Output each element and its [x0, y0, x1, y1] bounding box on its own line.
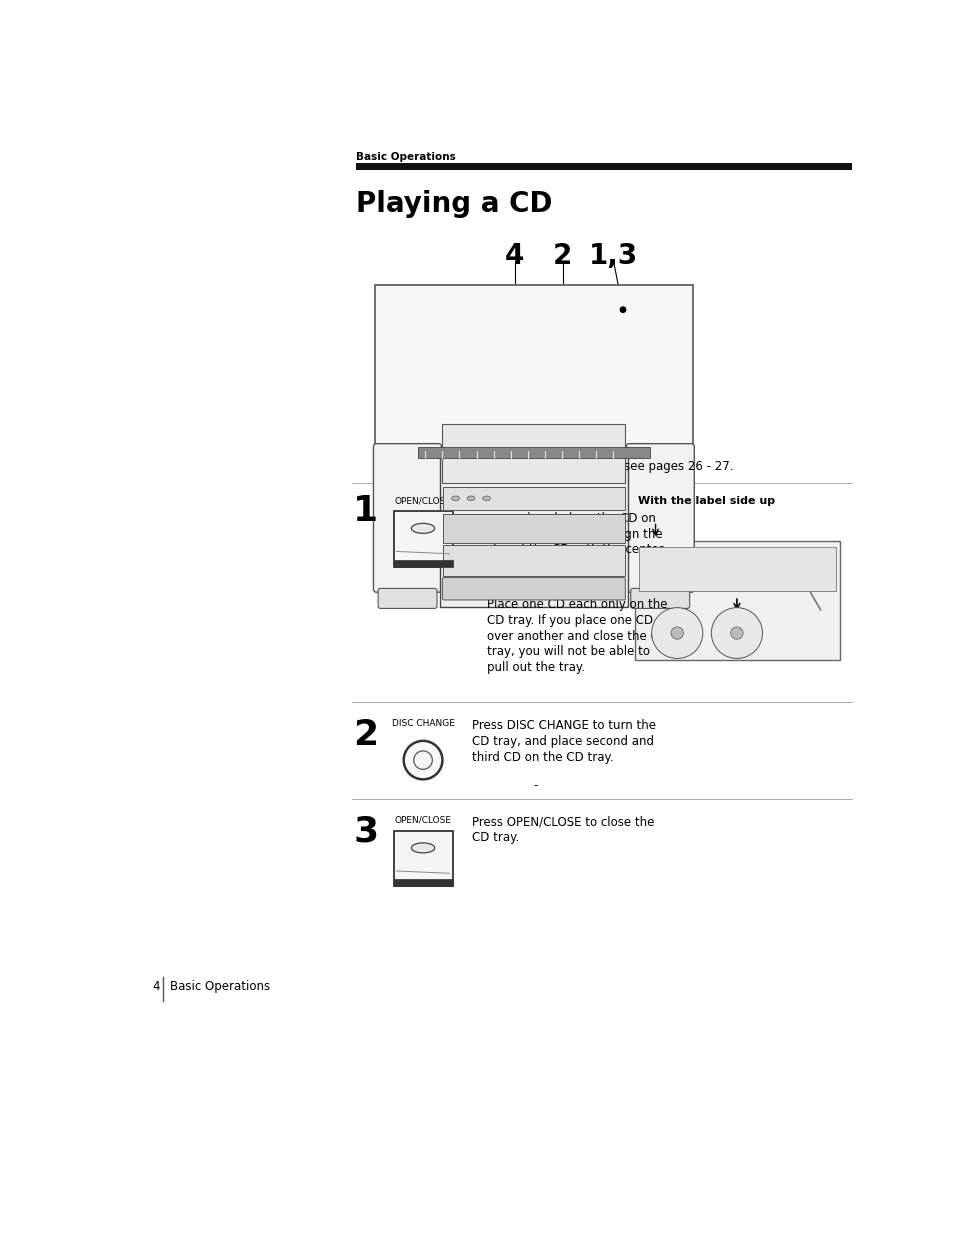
Text: 2: 2: [553, 242, 572, 270]
FancyBboxPatch shape: [443, 487, 624, 510]
Text: of the CD tray.: of the CD tray.: [472, 559, 557, 572]
Bar: [417, 448, 649, 459]
Ellipse shape: [482, 496, 490, 501]
FancyBboxPatch shape: [625, 444, 694, 592]
Text: third CD on the CD tray.: third CD on the CD tray.: [472, 751, 613, 764]
Circle shape: [730, 626, 742, 639]
Ellipse shape: [452, 496, 459, 501]
Text: power-on) and place the CD on: power-on) and place the CD on: [472, 512, 655, 525]
Text: 4: 4: [152, 979, 159, 993]
Text: Basic Operations: Basic Operations: [170, 979, 270, 993]
FancyBboxPatch shape: [443, 545, 624, 576]
Circle shape: [619, 307, 625, 312]
FancyBboxPatch shape: [373, 444, 441, 592]
Text: 3: 3: [353, 814, 378, 848]
Ellipse shape: [467, 496, 475, 501]
Bar: [439, 448, 627, 607]
Text: 2: 2: [353, 718, 378, 752]
Text: OPEN/CLOSE: OPEN/CLOSE: [395, 815, 451, 825]
Text: 4: 4: [504, 242, 523, 270]
FancyBboxPatch shape: [630, 588, 689, 608]
Text: CD tray. If you place one CD: CD tray. If you place one CD: [487, 614, 653, 626]
Text: OPEN/CLOSE: OPEN/CLOSE: [395, 496, 451, 506]
Text: For hookup instructions, see pages 26 - 27.: For hookup instructions, see pages 26 - …: [477, 460, 733, 472]
Text: over another and close the CD: over another and close the CD: [487, 630, 667, 642]
Circle shape: [414, 751, 432, 769]
Circle shape: [670, 626, 682, 639]
Bar: [394, 560, 452, 567]
Ellipse shape: [411, 843, 435, 853]
FancyBboxPatch shape: [442, 424, 624, 483]
Bar: [394, 512, 452, 567]
Bar: [638, 546, 835, 591]
Text: Place one CD each only on the: Place one CD each only on the: [487, 598, 667, 612]
Text: 1: 1: [353, 494, 378, 529]
Bar: [394, 831, 452, 887]
Text: Note: Note: [472, 581, 503, 594]
Text: center of the CD with the center: center of the CD with the center: [472, 544, 662, 556]
Text: Press OPEN/CLOSE to close the: Press OPEN/CLOSE to close the: [472, 815, 654, 829]
Text: Basic Operations: Basic Operations: [355, 152, 455, 162]
Text: Press DISC CHANGE to turn the: Press DISC CHANGE to turn the: [472, 719, 656, 732]
Text: With the label side up: With the label side up: [638, 496, 775, 506]
Circle shape: [403, 741, 442, 779]
Bar: [355, 163, 851, 169]
Ellipse shape: [411, 523, 435, 534]
Text: -: -: [534, 779, 537, 793]
Text: Playing a CD: Playing a CD: [355, 190, 552, 218]
Text: Press OPEN/CLOSE (direct: Press OPEN/CLOSE (direct: [472, 496, 623, 509]
Text: the CD tray. Be sure to align the: the CD tray. Be sure to align the: [472, 528, 661, 540]
Bar: [394, 879, 452, 887]
FancyBboxPatch shape: [377, 588, 436, 608]
Text: 1,3: 1,3: [588, 242, 638, 270]
FancyBboxPatch shape: [443, 514, 624, 543]
Bar: [375, 285, 692, 450]
Text: CD tray, and place second and: CD tray, and place second and: [472, 735, 653, 748]
Text: CD tray.: CD tray.: [472, 831, 518, 845]
Text: pull out the tray.: pull out the tray.: [487, 661, 585, 674]
Text: DISC CHANGE: DISC CHANGE: [391, 719, 454, 729]
FancyBboxPatch shape: [442, 577, 624, 600]
Circle shape: [651, 608, 702, 658]
Circle shape: [711, 608, 761, 658]
Text: tray, you will not be able to: tray, you will not be able to: [487, 645, 650, 658]
Bar: [634, 540, 840, 660]
